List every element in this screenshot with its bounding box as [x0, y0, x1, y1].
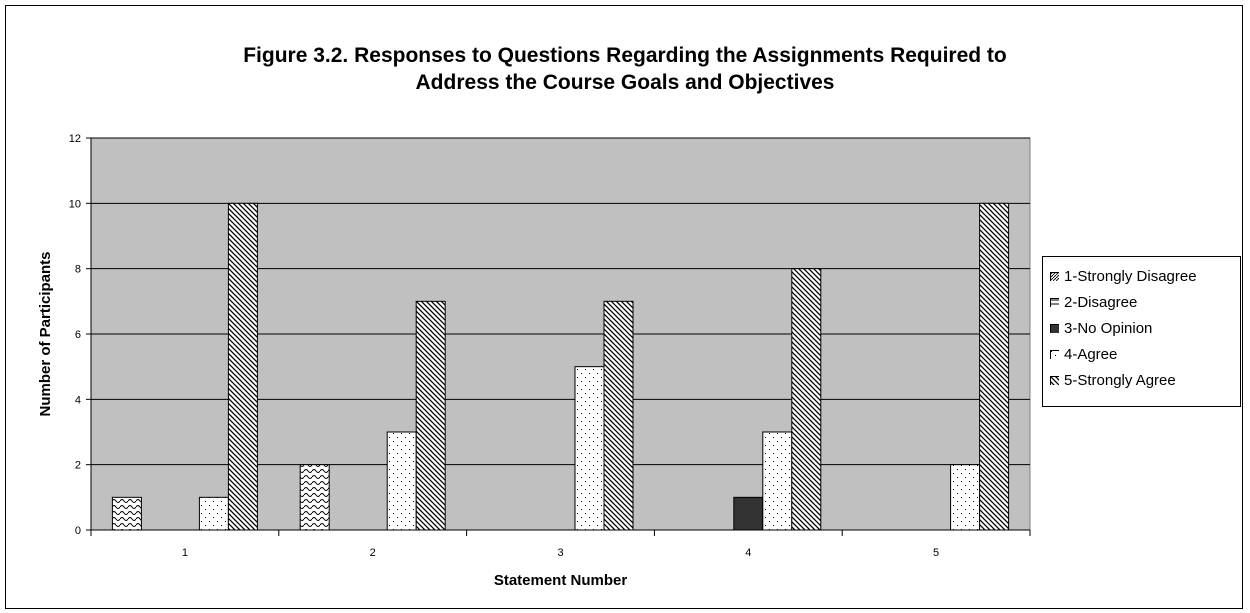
legend-label: 2-Disagree	[1064, 294, 1137, 311]
legend-swatch	[1050, 298, 1059, 307]
y-axis-label: Number of Participants	[37, 251, 54, 416]
legend-item: 5-Strongly Agree	[1050, 367, 1240, 393]
x-tick-label: 4	[745, 547, 751, 559]
legend: 1-Strongly Disagree 2-Disagree 3-No Opinio…	[1042, 256, 1241, 407]
y-tick-label: 12	[69, 133, 81, 145]
legend-item: 2-Disagree	[1050, 289, 1240, 315]
y-tick-label: 10	[69, 198, 81, 210]
legend-label: 1-Strongly Disagree	[1064, 268, 1197, 285]
legend-item: 1-Strongly Disagree	[1050, 263, 1240, 289]
legend-swatch	[1050, 376, 1059, 385]
bar	[199, 497, 228, 530]
bar	[734, 497, 763, 530]
y-tick-label: 8	[75, 264, 81, 276]
bar	[951, 465, 980, 530]
bar	[604, 301, 633, 530]
legend-label: 5-Strongly Agree	[1064, 372, 1176, 389]
legend-swatch	[1050, 350, 1059, 359]
bar	[387, 432, 416, 530]
y-tick-label: 0	[75, 525, 81, 537]
x-axis-label: Statement Number	[494, 572, 628, 589]
bar	[416, 301, 445, 530]
bar	[575, 367, 604, 530]
bar	[792, 269, 821, 530]
bar	[112, 497, 141, 530]
y-tick-label: 4	[75, 394, 81, 406]
x-tick-label: 2	[370, 547, 376, 559]
legend-swatch	[1050, 272, 1059, 281]
legend-swatch	[1050, 324, 1059, 333]
x-tick-label: 5	[933, 547, 939, 559]
y-tick-label: 6	[75, 329, 81, 341]
bar	[763, 432, 792, 530]
x-tick-label: 3	[557, 547, 563, 559]
x-tick-label: 1	[182, 547, 188, 559]
bar	[300, 465, 329, 530]
legend-label: 3-No Opinion	[1064, 320, 1152, 337]
legend-item: 4-Agree	[1050, 341, 1240, 367]
bar	[228, 203, 257, 530]
y-tick-label: 2	[75, 460, 81, 472]
legend-label: 4-Agree	[1064, 346, 1117, 363]
legend-item: 3-No Opinion	[1050, 315, 1240, 341]
bar	[980, 203, 1009, 530]
